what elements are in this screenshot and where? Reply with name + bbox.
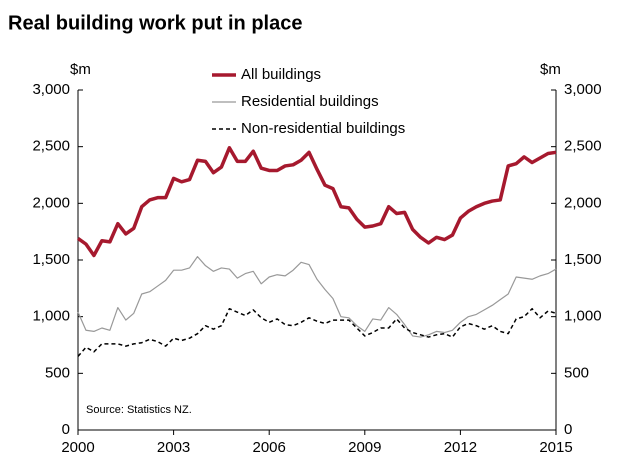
series-line <box>76 146 557 258</box>
x-tick-label: 2015 <box>539 439 572 456</box>
y-tick-label: 0 <box>62 421 70 438</box>
legend-label: Non-residential buildings <box>241 120 405 137</box>
y-tick-label: 2,500 <box>32 138 70 155</box>
y-axis-unit: $m <box>70 61 91 78</box>
legend-label: Residential buildings <box>241 93 379 110</box>
source-note: Source: Statistics NZ. <box>86 404 192 416</box>
y2-tick-label: 0 <box>564 421 572 438</box>
y-tick-label: 500 <box>45 364 70 381</box>
x-tick-label: 2009 <box>348 439 381 456</box>
legend-label: All buildings <box>241 66 321 83</box>
y-tick-label: 1,500 <box>32 251 70 268</box>
y2-tick-label: 1,000 <box>564 308 602 325</box>
y-tick-label: 3,000 <box>32 81 70 98</box>
y-tick-label: 2,000 <box>32 194 70 211</box>
y2-tick-label: 2,000 <box>564 194 602 211</box>
y2-tick-label: 500 <box>564 364 589 381</box>
chart-title: Real building work put in place <box>8 12 302 34</box>
x-tick-label: 2012 <box>444 439 477 456</box>
y2-axis-unit: $m <box>540 61 561 78</box>
y-tick-label: 1,000 <box>32 308 70 325</box>
series-line <box>77 307 557 357</box>
y2-tick-label: 1,500 <box>564 251 602 268</box>
x-tick-label: 2003 <box>157 439 190 456</box>
y2-tick-label: 3,000 <box>564 81 602 98</box>
y2-tick-label: 2,500 <box>564 138 602 155</box>
series-line <box>77 256 557 338</box>
x-tick-label: 2006 <box>253 439 286 456</box>
x-tick-label: 2000 <box>61 439 94 456</box>
